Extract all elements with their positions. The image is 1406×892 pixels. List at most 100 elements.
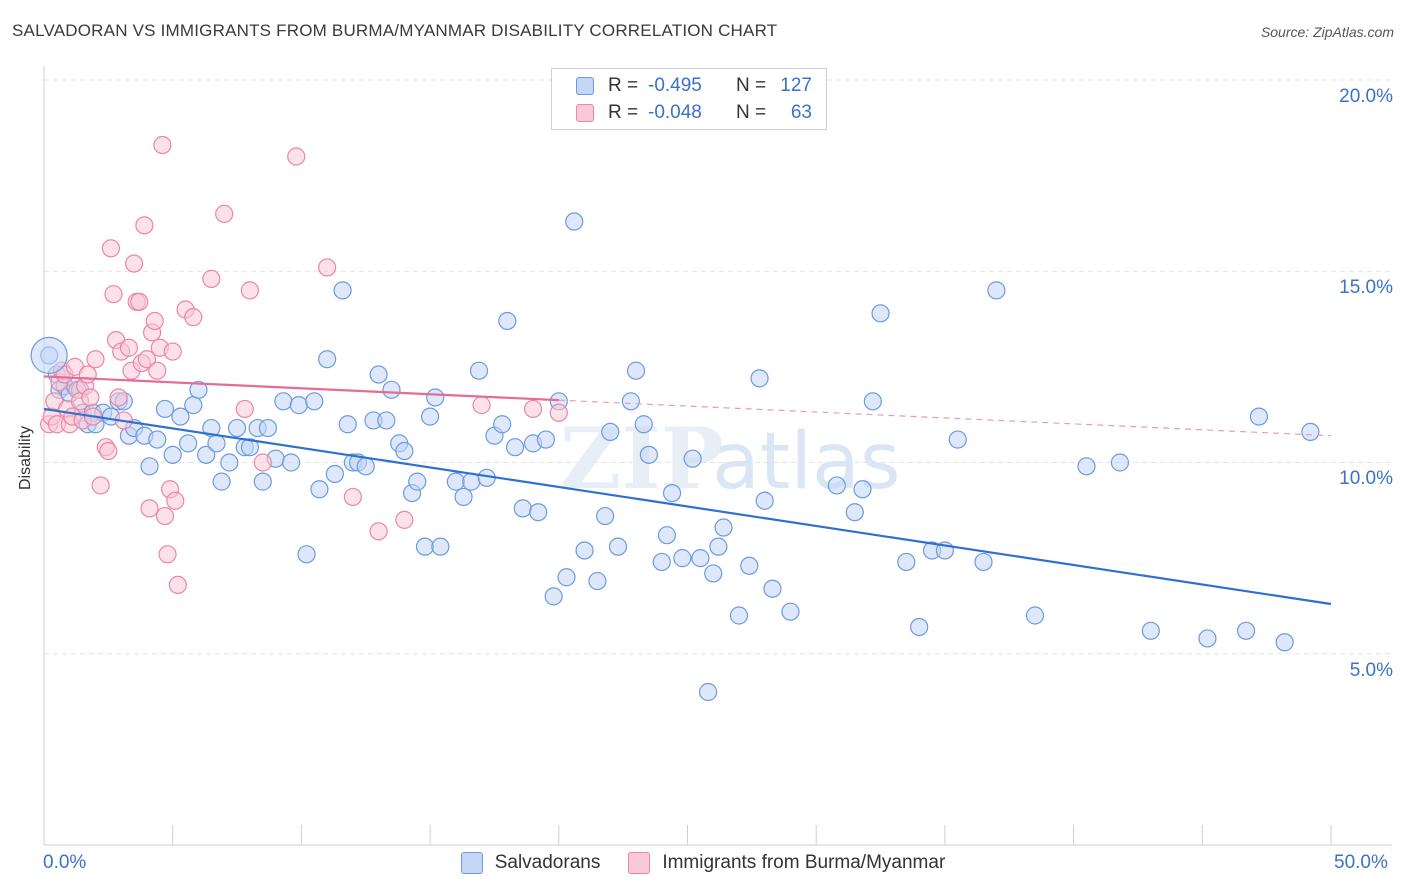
salvadoran-point (1249, 407, 1269, 426)
y-tick-label: 20.0% (1339, 86, 1393, 107)
salvadoran-point (184, 396, 203, 415)
salvadoran-point (415, 537, 435, 556)
salvadoran-point (382, 380, 401, 399)
burma-point (145, 311, 164, 331)
legend-n-label: N = (736, 75, 767, 96)
salvadoran-point (189, 380, 208, 399)
salvadoran-point (258, 418, 278, 438)
salvadoran-point (662, 484, 682, 503)
burma-point (158, 545, 177, 564)
salvadoran-point (948, 430, 967, 449)
burma-point (148, 361, 167, 380)
salvadoran-point (1301, 422, 1320, 441)
salvadoran-point (596, 506, 615, 526)
salvadoran-point (897, 552, 916, 572)
salvadoran-point (639, 445, 658, 464)
correlation-legend: R = -0.495 N = 127 R = -0.048 N = 63 (551, 68, 827, 130)
legend-swatch-pink (576, 104, 594, 122)
salvadoran-point (683, 449, 702, 468)
salvadoran-point (505, 438, 525, 457)
burma-point (99, 441, 118, 461)
salvadoran-point (179, 434, 198, 453)
salvadoran-point (274, 392, 293, 411)
burma-point (81, 388, 100, 407)
salvadoran-point (1198, 629, 1217, 648)
salvadoran-point (704, 564, 723, 583)
burma-point (140, 499, 159, 518)
salvadoran-point (338, 415, 357, 434)
burma-point (202, 269, 221, 288)
burma-point (168, 575, 187, 595)
legend-item-burma[interactable]: Immigrants from Burma/Myanmar (628, 852, 945, 874)
salvadoran-point (557, 568, 576, 587)
burma-point (155, 506, 175, 526)
burma-point (215, 204, 234, 223)
burma-point (253, 453, 272, 472)
salvadoran-point (356, 457, 375, 476)
legend-r-value: -0.495 (648, 75, 702, 96)
salvadoran-point (1236, 621, 1256, 640)
y-axis-label: Disability (17, 425, 34, 491)
salvadoran-point (729, 606, 749, 625)
burma-point (472, 396, 491, 415)
y-tick-label: 10.0% (1339, 468, 1393, 489)
salvadoran-point (395, 441, 414, 461)
salvadoran-point (207, 434, 226, 453)
salvadoran-point (575, 541, 594, 560)
salvadoran-point (1110, 453, 1130, 472)
salvadoran-point (454, 487, 473, 507)
x-tick-label-max: 50.0% (1334, 852, 1388, 873)
legend-swatch-pink (628, 852, 651, 874)
salvadoran-point (544, 587, 563, 606)
burma-point (523, 399, 543, 419)
chart-source: Source: ZipAtlas.com (1260, 24, 1394, 40)
burma-point (101, 239, 121, 258)
y-tick-label: 5.0% (1349, 660, 1393, 681)
salvadoran-point (1275, 633, 1294, 652)
legend-row-burma: R = -0.048 N = 63 (576, 101, 812, 125)
salvadoran-point (845, 503, 864, 522)
salvadoran-point (1025, 606, 1045, 625)
salvadoran-point (289, 396, 308, 415)
burma-point (153, 135, 172, 155)
burma-point (240, 281, 260, 300)
legend-swatch-blue (576, 77, 594, 95)
salvadoran-point (910, 617, 929, 637)
salvadoran-point (140, 457, 159, 476)
salvadoran-point (171, 407, 190, 426)
salvadoran-point (529, 503, 548, 522)
salvadoran-point (652, 552, 671, 572)
legend-r-value: -0.048 (648, 102, 702, 123)
salvadoran-point (714, 518, 733, 537)
salvadoran-point (1077, 457, 1096, 476)
salvadoran-point (297, 545, 316, 564)
legend-n-label: N = (736, 102, 767, 123)
legend-n-value: 63 (790, 102, 812, 123)
salvadoran-point (469, 361, 489, 380)
series-legend: Salvadorans Immigrants from Burma/Myanma… (0, 852, 1406, 874)
y-tick-label: 15.0% (1339, 277, 1393, 298)
salvadoran-point (974, 552, 993, 572)
watermark: atlas (712, 417, 901, 507)
salvadoran-point (755, 491, 774, 510)
salvadoran-point (148, 430, 167, 449)
salvadoran-point (421, 407, 440, 426)
burma-point (119, 338, 139, 357)
legend-r-label: R = (608, 102, 639, 123)
salvadoran-point (588, 571, 607, 591)
salvadoran-point (369, 365, 388, 384)
salvadoran-point (220, 453, 239, 472)
legend-swatch-blue (460, 852, 483, 874)
burma-point (287, 147, 306, 166)
salvadoran-point (163, 445, 182, 464)
salvadoran-point (634, 415, 653, 434)
salvadoran-point (155, 399, 175, 419)
legend-item-salvadorans[interactable]: Salvadorans (460, 852, 600, 874)
salvadoran-point (325, 464, 344, 484)
x-tick-label-min: 0.0% (43, 852, 87, 873)
salvadoran-point (408, 472, 427, 491)
burma-point (395, 510, 414, 529)
salvadoran-point (536, 430, 556, 449)
salvadoran-point (333, 281, 352, 300)
salvadoran-point (227, 418, 247, 438)
